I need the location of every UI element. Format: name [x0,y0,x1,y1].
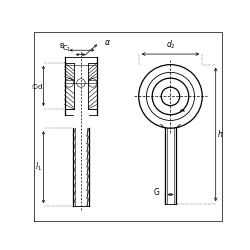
Text: h: h [218,130,222,139]
Text: $\alpha$: $\alpha$ [104,38,111,47]
Text: G: G [154,188,160,197]
Text: C$_1$: C$_1$ [62,44,72,54]
Text: B: B [59,43,64,49]
Text: d$_2$: d$_2$ [166,38,175,50]
Text: $\varnothing$d: $\varnothing$d [30,81,42,91]
Text: $l_1$: $l_1$ [36,161,43,173]
Text: $p_k$: $p_k$ [179,107,188,115]
